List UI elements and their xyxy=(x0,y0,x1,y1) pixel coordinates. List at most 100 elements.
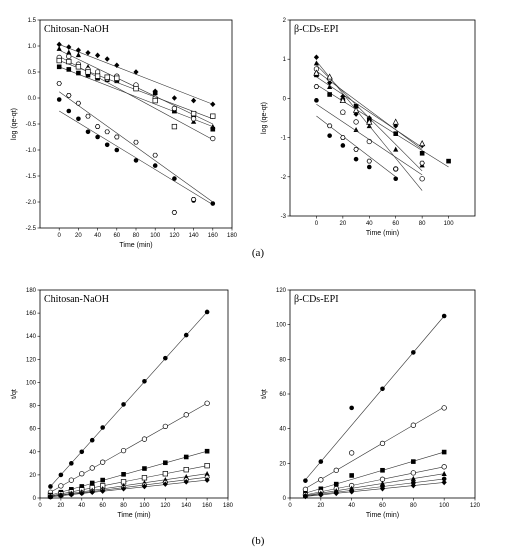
data-point xyxy=(349,473,354,478)
data-point xyxy=(56,64,62,70)
data-point xyxy=(89,437,95,443)
data-point xyxy=(75,64,82,70)
y-tick-label: 60 xyxy=(279,392,286,398)
data-point xyxy=(104,142,110,148)
series-7 xyxy=(47,477,210,500)
data-point xyxy=(163,355,168,361)
data-point xyxy=(441,449,447,455)
data-point xyxy=(162,481,168,487)
data-point xyxy=(171,210,178,215)
y-tick-label: 120 xyxy=(26,357,37,363)
series-4 xyxy=(302,464,447,498)
data-point xyxy=(204,400,210,406)
data-point xyxy=(66,44,72,50)
data-point xyxy=(104,56,110,62)
data-point xyxy=(393,176,399,182)
y-tick-label: 180 xyxy=(26,288,37,294)
data-point xyxy=(366,158,372,164)
series-1 xyxy=(56,41,216,108)
plot-frame xyxy=(289,289,476,499)
data-point xyxy=(66,93,72,98)
data-point xyxy=(327,79,333,86)
data-point xyxy=(313,84,320,89)
data-point xyxy=(441,464,447,470)
data-point xyxy=(349,450,355,456)
y-tick-label: 20 xyxy=(29,473,36,479)
y-axis-label: t/qt xyxy=(261,389,268,399)
data-point xyxy=(133,85,139,92)
data-point xyxy=(204,448,210,454)
y-tick-label: -0.5 xyxy=(26,122,37,128)
fit-line xyxy=(50,311,208,487)
fit-line xyxy=(59,56,213,140)
data-point xyxy=(353,147,359,152)
data-point xyxy=(210,201,216,206)
fit-line xyxy=(50,450,208,496)
y-tick-label: 40 xyxy=(279,427,286,433)
data-point xyxy=(94,73,101,79)
fit-line xyxy=(50,473,208,497)
x-tick-label: 40 xyxy=(78,503,85,509)
fit-line xyxy=(316,84,449,168)
data-point xyxy=(133,69,139,75)
data-point xyxy=(120,447,127,454)
x-tick-label: 40 xyxy=(366,221,373,227)
data-point xyxy=(100,477,105,483)
y-tick-label: -2.0 xyxy=(26,200,37,206)
y-tick-label: 160 xyxy=(26,311,37,317)
y-tick-label: 1 xyxy=(283,57,287,63)
data-point xyxy=(152,163,158,168)
data-point xyxy=(114,62,120,69)
data-point xyxy=(56,97,62,102)
data-point xyxy=(95,52,101,59)
data-point xyxy=(210,135,216,142)
fit-line xyxy=(59,66,213,127)
y-tick-label: 0 xyxy=(33,496,37,502)
data-point xyxy=(141,475,148,481)
data-point xyxy=(66,58,72,65)
data-point xyxy=(183,412,189,418)
data-point xyxy=(340,109,346,115)
x-tick-label: 20 xyxy=(340,221,347,227)
data-point xyxy=(352,106,360,113)
data-point xyxy=(327,92,332,97)
data-point xyxy=(441,471,447,477)
fit-line xyxy=(316,70,423,150)
chart-3: 0 20 40 60 80 100 120 140 160 180 0 20 40 60 80 100 120 1… xyxy=(11,288,234,519)
data-point xyxy=(340,135,346,140)
data-point xyxy=(353,119,359,125)
data-point xyxy=(333,490,339,497)
data-point xyxy=(190,197,197,202)
x-tick-label: 140 xyxy=(181,503,192,509)
y-tick-label: -1.0 xyxy=(26,148,37,154)
data-point xyxy=(410,482,416,489)
data-point xyxy=(56,45,62,51)
chart-4: 0 20 40 60 80 100 120 0 20 40 60 80 100 120 Time (min)… xyxy=(261,288,481,519)
data-point xyxy=(172,176,177,181)
data-point xyxy=(85,69,91,75)
data-point xyxy=(441,479,447,486)
x-tick-label: 100 xyxy=(150,233,161,239)
series-1 xyxy=(303,313,447,483)
fit-line xyxy=(305,315,445,480)
y-tick-label: -3 xyxy=(281,214,287,220)
x-tick-label: 120 xyxy=(169,233,180,239)
data-point xyxy=(318,492,324,498)
x-tick-label: 60 xyxy=(392,221,399,227)
x-tick-label: 80 xyxy=(419,221,426,227)
x-tick-label: 0 xyxy=(58,233,62,239)
data-point xyxy=(366,164,372,170)
fit-line xyxy=(305,478,445,497)
data-point xyxy=(89,489,95,496)
data-point xyxy=(204,477,210,483)
data-point xyxy=(411,350,416,355)
fit-line xyxy=(50,479,208,498)
data-point xyxy=(58,492,64,499)
series-1 xyxy=(48,309,210,489)
data-point xyxy=(327,133,332,138)
data-point xyxy=(302,493,309,500)
data-point xyxy=(152,90,158,96)
data-point xyxy=(353,156,359,162)
data-point xyxy=(69,487,74,492)
fit-line xyxy=(305,406,445,489)
